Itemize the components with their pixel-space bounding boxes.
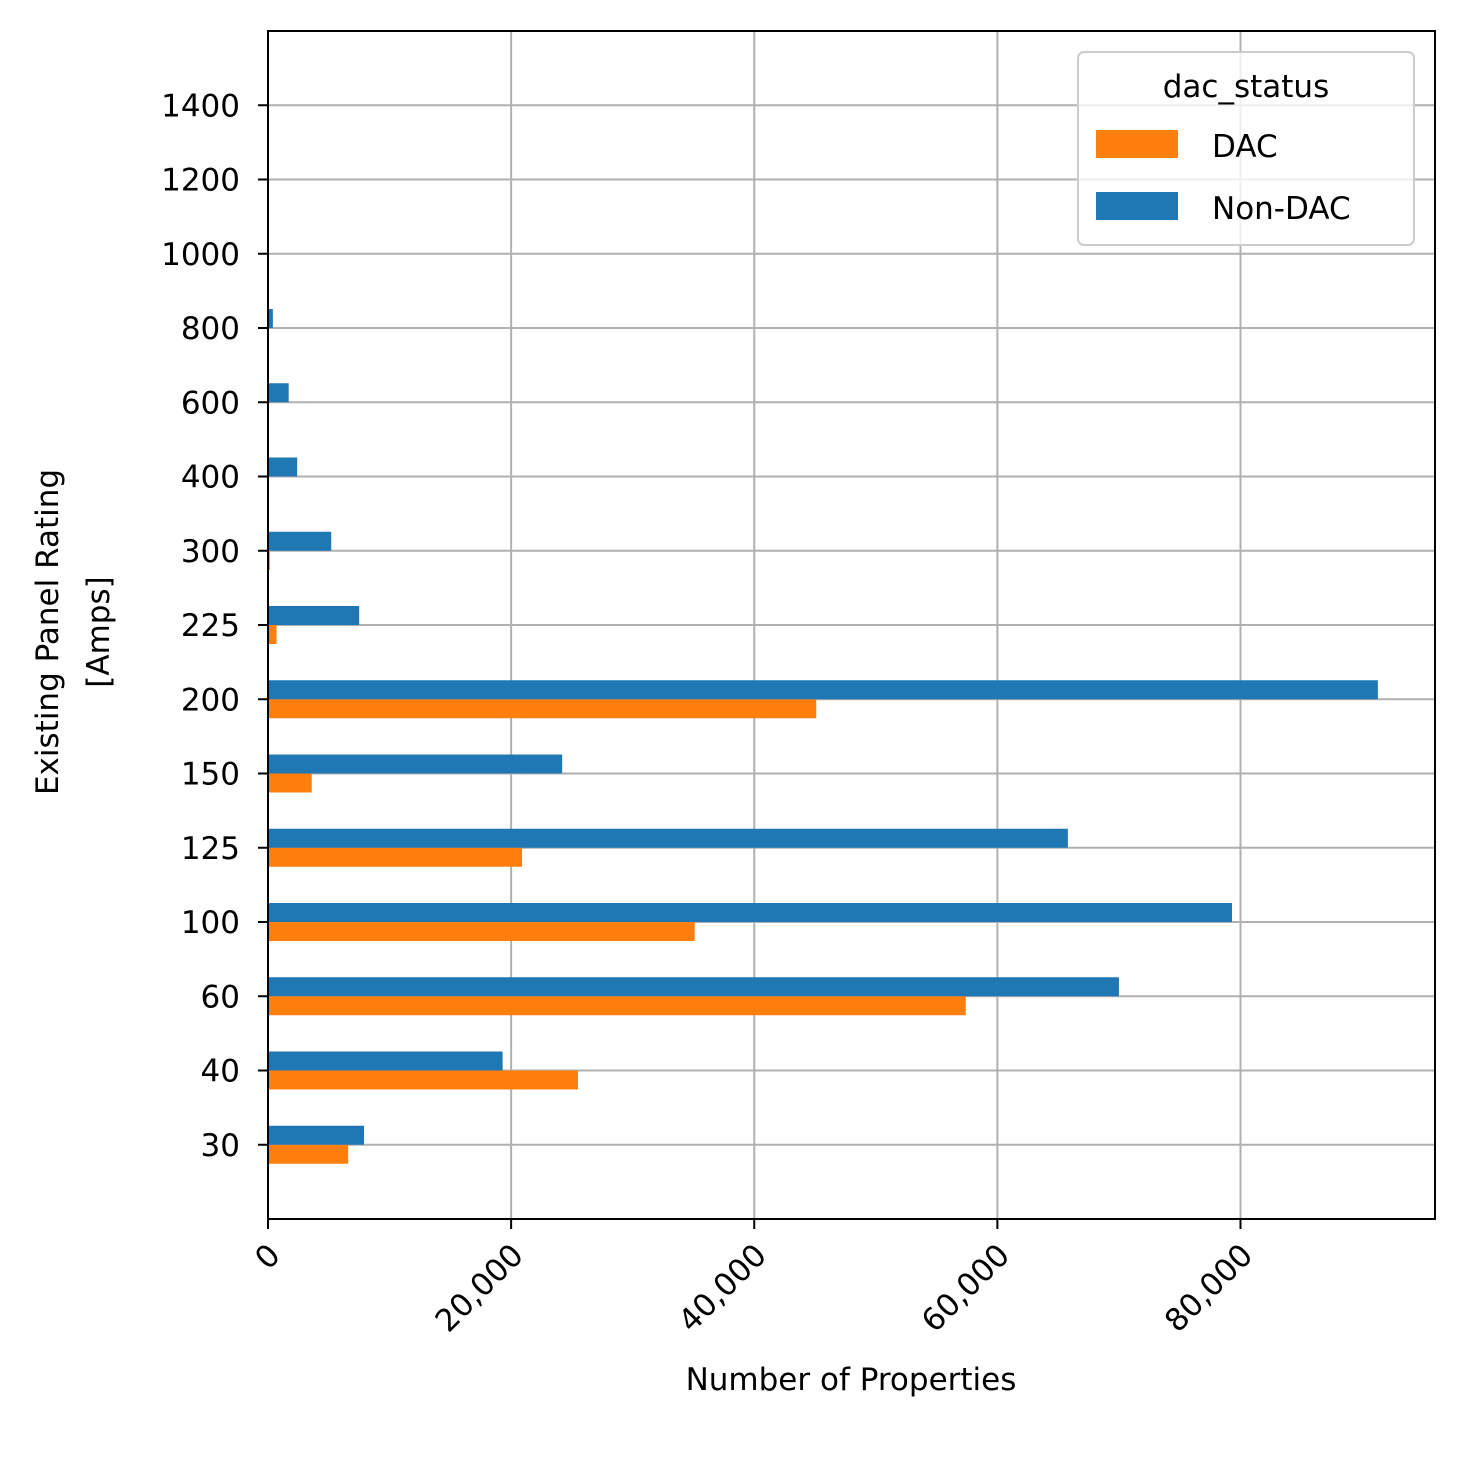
x-axis-label: Number of Properties (686, 1362, 1017, 1398)
bar-dac-200 (268, 699, 817, 719)
y-tick-label-400: 400 (181, 460, 240, 496)
bar-non-dac-40 (268, 1051, 503, 1071)
x-ticks: 0 20,000 40,000 60,000 80,000 (248, 1219, 1260, 1339)
x-tick-label-1: 20,000 (429, 1237, 531, 1339)
bar-dac-60 (268, 996, 966, 1016)
bar-non-dac-600 (268, 383, 289, 403)
bar-dac-40 (268, 1070, 578, 1090)
legend-label-dac: DAC (1212, 129, 1278, 165)
y-tick-label-200: 200 (181, 682, 240, 718)
bar-non-dac-400 (268, 457, 298, 477)
y-tick-label-60: 60 (201, 979, 240, 1015)
legend-swatch-non-dac (1096, 192, 1178, 220)
x-tick-label-4: 80,000 (1158, 1237, 1260, 1339)
bar-non-dac-225 (268, 606, 360, 625)
legend-swatch-dac (1096, 130, 1178, 158)
bar-non-dac-100 (268, 903, 1232, 922)
bar-non-dac-125 (268, 828, 1068, 848)
y-axis-label-line-1: Existing Panel Rating (30, 469, 66, 795)
bar-non-dac-800 (268, 309, 273, 328)
bar-dac-30 (268, 1144, 349, 1164)
bar-non-dac-200 (268, 680, 1378, 700)
bar-non-dac-300 (268, 531, 332, 551)
bar-dac-225 (268, 625, 277, 644)
y-tick-label-125: 125 (181, 831, 240, 867)
y-tick-label-800: 800 (181, 311, 240, 347)
y-tick-label-225: 225 (181, 608, 240, 644)
y-axis-label-line-2: [Amps] (81, 576, 117, 687)
x-tick-label-0: 0 (248, 1237, 287, 1276)
y-tick-label-1400: 1400 (161, 88, 240, 124)
legend: dac_status DAC Non-DAC (1077, 51, 1415, 246)
bar-dac-150 (268, 773, 312, 793)
bars (268, 309, 1378, 1164)
y-tick-label-30: 30 (201, 1128, 240, 1164)
bar-non-dac-30 (268, 1125, 365, 1145)
y-ticks: 30 40 60 100 125 150 200 225 300 400 600 800 1000 120… (161, 88, 268, 1164)
y-tick-label-1200: 1200 (161, 163, 240, 199)
x-tick-label-3: 60,000 (915, 1237, 1017, 1339)
y-tick-label-300: 300 (181, 534, 240, 570)
bar-non-dac-150 (268, 754, 563, 774)
y-tick-label-1000: 1000 (161, 237, 240, 273)
bar-non-dac-60 (268, 977, 1119, 997)
bar-dac-100 (268, 922, 695, 941)
x-tick-label-2: 40,000 (672, 1237, 774, 1339)
bar-dac-125 (268, 847, 523, 867)
y-tick-label-600: 600 (181, 385, 240, 421)
y-tick-label-40: 40 (201, 1054, 240, 1090)
y-tick-label-150: 150 (181, 757, 240, 793)
legend-label-non-dac: Non-DAC (1212, 191, 1351, 227)
y-tick-label-100: 100 (181, 905, 240, 941)
legend-title: dac_status (1163, 69, 1329, 105)
